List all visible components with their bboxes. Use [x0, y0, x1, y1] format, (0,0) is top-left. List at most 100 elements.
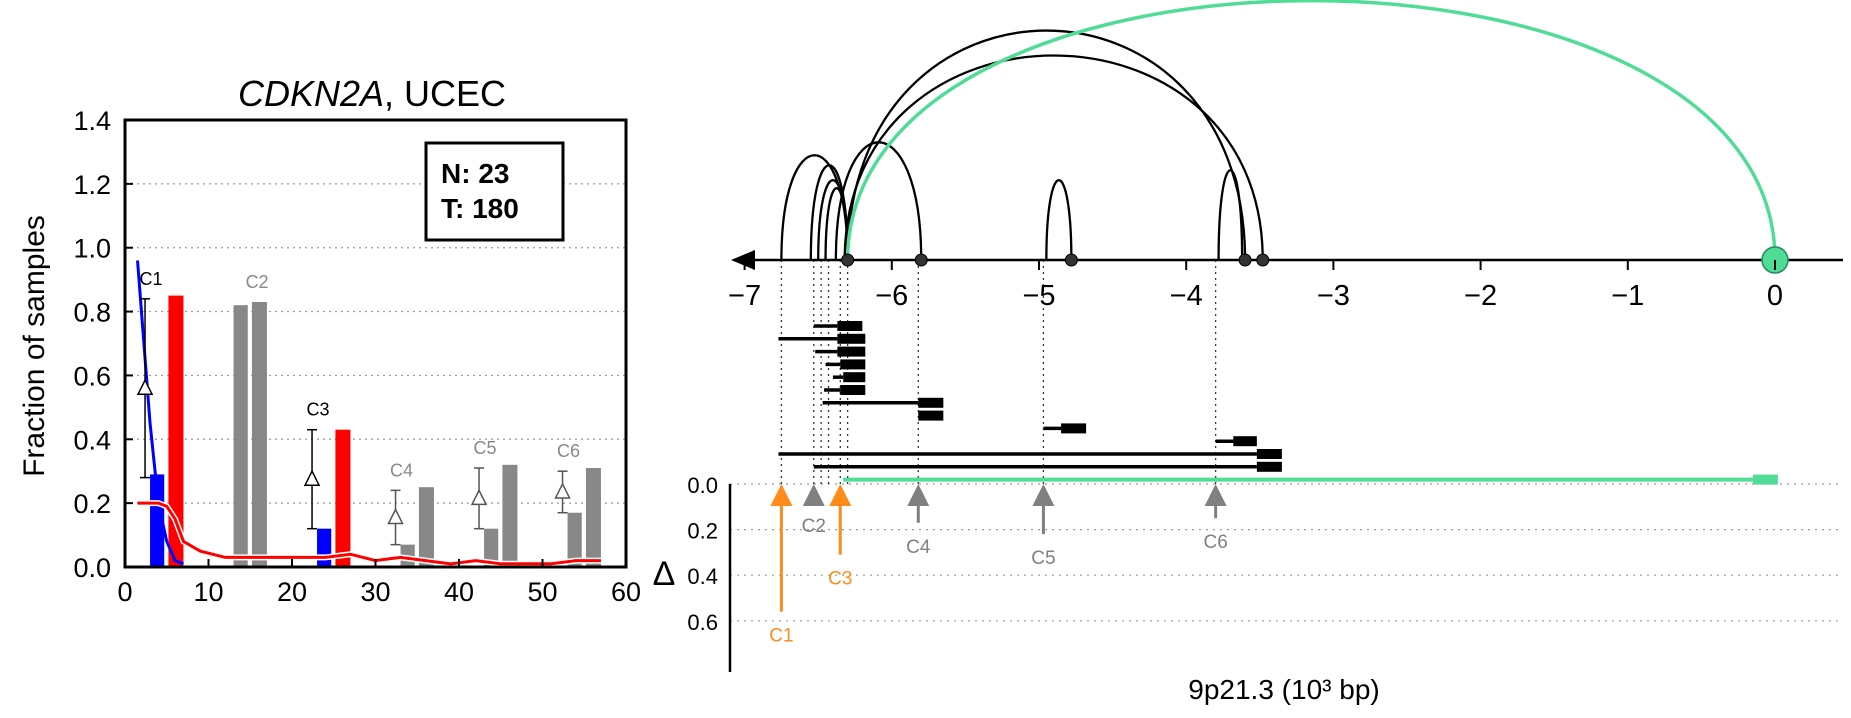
y-tick-label: 0.8	[73, 298, 111, 328]
bar-tumor	[335, 429, 351, 567]
read-block	[837, 321, 863, 331]
y-tick-label: 0.2	[73, 489, 111, 519]
read-block	[1752, 474, 1778, 485]
cluster-label: C6	[557, 441, 580, 461]
legend-box: N: 23 T: 180	[424, 141, 565, 242]
reads	[778, 321, 1778, 485]
marker-arrowhead	[1204, 484, 1227, 506]
read-block	[918, 397, 944, 408]
chart-title: CDKN2A, UCEC	[238, 73, 506, 114]
marker-label: C5	[1031, 548, 1055, 569]
read-block	[1256, 461, 1282, 472]
y-tick-label: 1.0	[73, 234, 111, 264]
delta-markers: C1 C2 C3 C4 C5 C6	[769, 484, 1228, 647]
genome-axis-arrow	[731, 250, 755, 270]
anchor	[841, 253, 855, 267]
cluster-label: C2	[246, 272, 269, 292]
y-tick-label: 0.0	[73, 553, 111, 583]
bar-normal	[317, 528, 332, 567]
read-block	[840, 385, 866, 395]
delta-tick-label: 0.2	[687, 519, 718, 544]
arc	[1045, 179, 1073, 261]
anchor	[1064, 253, 1078, 267]
delta-tick-label: 0.4	[687, 564, 718, 589]
bar-tumor	[251, 301, 267, 567]
delta-tick-label: 0.0	[687, 473, 718, 498]
arcs	[780, 0, 1777, 261]
anchor	[914, 253, 928, 267]
delta-triangle	[387, 507, 404, 525]
bar-tumor	[585, 468, 601, 567]
error-bars	[136, 298, 571, 546]
marker-label: C2	[802, 516, 826, 537]
read-block	[1233, 436, 1257, 447]
bars	[150, 295, 601, 567]
genome-tick-label: −3	[1317, 280, 1350, 312]
delta-triangle	[470, 488, 488, 506]
x-tick-label: 10	[193, 577, 223, 607]
delta-axis-label: Δ	[653, 555, 676, 593]
marker-arrowhead	[907, 484, 930, 506]
x-tick-label: 20	[277, 577, 307, 607]
x-tick-label: 40	[444, 577, 474, 607]
arc-green	[845, 0, 1777, 261]
y-tick-label: 1.2	[73, 170, 111, 200]
bar-tumor	[418, 487, 434, 567]
legend-line-1: N: 23	[441, 158, 509, 189]
delta-triangle	[136, 378, 154, 395]
arc	[843, 54, 1264, 261]
marker-label: C1	[769, 626, 793, 647]
cluster-label: C5	[474, 438, 497, 458]
marker-label: C4	[906, 537, 931, 558]
chart-title-gene: CDKN2A	[238, 73, 384, 114]
marker-arrowhead	[802, 484, 825, 506]
chart-title-rest: , UCEC	[384, 73, 506, 114]
genome-axis-label: 9p21.3 (10³ bp)	[1188, 674, 1379, 705]
bar-normal	[150, 474, 165, 567]
read-block	[837, 333, 866, 344]
tumor-line-halo	[137, 500, 601, 567]
x-tick-label: 60	[611, 577, 641, 607]
legend-line-2: T: 180	[441, 193, 519, 224]
arc-anchors	[841, 246, 1789, 274]
cluster-label: C4	[390, 460, 413, 480]
normal-line	[136, 260, 184, 566]
anchor	[1238, 253, 1252, 267]
x-tick-label: 0	[117, 577, 132, 607]
y-tick-label: 1.4	[73, 106, 111, 136]
axis-ticks: 0 10 20 30 40 50 60 0.0 0.2 0.4 0.6 0.8 1.0 1.2 1.4	[73, 106, 641, 607]
y-tick-label: 0.4	[73, 425, 111, 455]
x-tick-label: 30	[360, 577, 390, 607]
bar-chart-panel: CDKN2A, UCEC Fraction of samples C1 C2C3C…	[18, 73, 641, 607]
arc	[846, 29, 1247, 261]
bar-tumor	[168, 295, 184, 567]
genome-ticks: −7 −6 −5 −4 −3 −2 −1 0	[728, 260, 1783, 312]
delta-triangle	[303, 469, 321, 486]
marker-arrowhead	[829, 484, 852, 506]
y-tick-label: 0.6	[73, 361, 111, 391]
read-block	[843, 372, 866, 383]
read-block	[1061, 423, 1087, 434]
cluster-labels: C1 C2 C3 C4 C5 C6	[140, 269, 581, 481]
read-block	[837, 346, 866, 357]
bar-tumor	[502, 464, 518, 567]
read-block	[840, 359, 866, 370]
delta-tick-label: 0.6	[687, 610, 718, 635]
marker-label: C3	[828, 569, 852, 590]
delta-triangle	[554, 482, 571, 499]
trend-lines	[136, 260, 601, 567]
tumor-line	[137, 501, 601, 566]
arc	[1217, 169, 1244, 261]
genome-tick-label: −7	[728, 280, 761, 312]
genome-tick-label: −4	[1170, 280, 1203, 312]
genome-tick-label: −6	[875, 280, 908, 312]
arc	[809, 164, 849, 261]
delta-grid-lines	[730, 483, 1843, 622]
x-tick-label: 50	[527, 577, 557, 607]
bar-normal	[567, 512, 582, 567]
genome-tick-label: −1	[1611, 280, 1644, 312]
bar-normal	[484, 528, 499, 567]
genome-tick-label: 0	[1767, 280, 1783, 312]
marker-arrowhead	[1032, 484, 1055, 506]
